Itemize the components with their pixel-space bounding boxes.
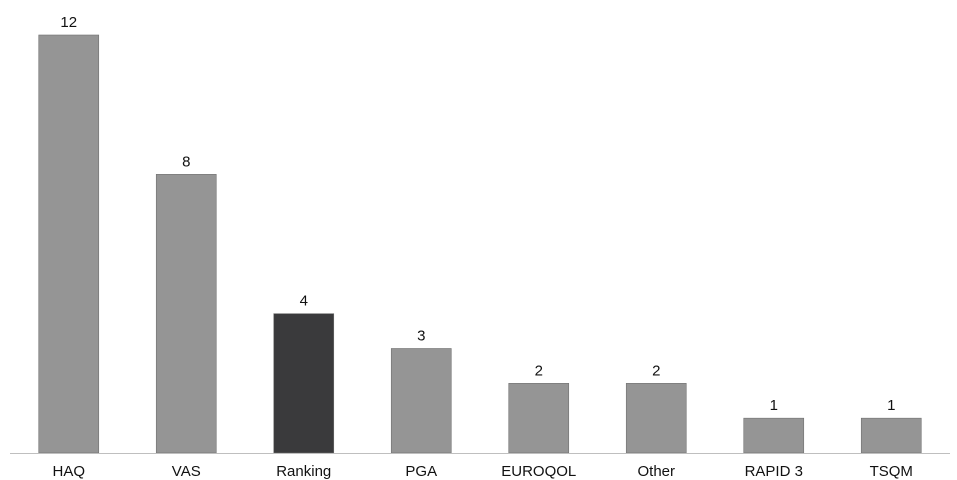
- bar-rapid-3: [743, 417, 805, 454]
- data-label-other: 2: [652, 362, 660, 379]
- x-tick-label-pga: PGA: [405, 463, 437, 480]
- bar-haq: [38, 34, 100, 454]
- data-label-haq: 12: [60, 14, 77, 31]
- x-tick-label-tsqm: TSQM: [870, 463, 913, 480]
- bar-ranking: [273, 313, 335, 454]
- x-tick-label-euroqol: EUROQOL: [501, 463, 576, 480]
- x-tick-label-ranking: Ranking: [276, 463, 331, 480]
- bar-vas: [155, 174, 217, 454]
- x-tick-label-rapid-3: RAPID 3: [745, 463, 803, 480]
- bar-other: [625, 383, 687, 454]
- x-tick-label-haq: HAQ: [52, 463, 85, 480]
- bars-group: [38, 34, 922, 454]
- data-label-euroqol: 2: [535, 362, 543, 379]
- data-labels-group: 12 8 4 3 2 2 1 1: [60, 14, 895, 414]
- data-label-pga: 3: [417, 328, 425, 345]
- bar-pga: [390, 348, 452, 454]
- data-label-ranking: 4: [300, 293, 308, 310]
- x-tick-labels-group: HAQ VAS Ranking PGA EUROQOL Other RAPID 3 TSQM: [52, 463, 912, 480]
- x-tick-label-other: Other: [637, 463, 675, 480]
- data-label-vas: 8: [182, 153, 190, 170]
- data-label-rapid-3: 1: [770, 397, 778, 414]
- bar-tsqm: [860, 417, 922, 454]
- bar-euroqol: [508, 383, 570, 454]
- data-label-tsqm: 1: [887, 397, 895, 414]
- x-tick-label-vas: VAS: [172, 463, 201, 480]
